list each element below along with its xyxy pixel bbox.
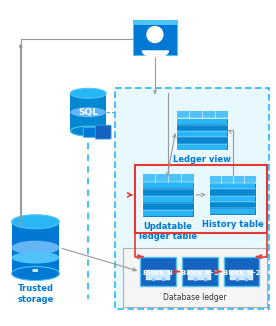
Bar <box>133 20 177 24</box>
Text: SQL: SQL <box>78 108 98 117</box>
Bar <box>182 257 217 287</box>
Bar <box>133 20 177 55</box>
Bar <box>83 127 95 137</box>
Text: Updatable
ledger table: Updatable ledger table <box>139 222 197 241</box>
Bar <box>210 209 255 214</box>
Bar <box>70 93 106 131</box>
Bar <box>209 175 256 215</box>
Bar <box>176 110 227 118</box>
Text: Ledger view: Ledger view <box>173 155 231 164</box>
Bar <box>224 257 259 287</box>
Bar <box>143 182 193 188</box>
Bar <box>210 202 255 208</box>
Ellipse shape <box>70 126 106 136</box>
Bar <box>177 144 227 150</box>
Bar <box>123 248 267 307</box>
Bar <box>210 190 255 195</box>
Bar <box>143 210 193 216</box>
Bar <box>188 270 211 280</box>
Bar <box>177 119 227 124</box>
FancyBboxPatch shape <box>95 125 111 139</box>
Circle shape <box>147 27 163 42</box>
Bar <box>115 88 269 309</box>
Text: Trusted
storage: Trusted storage <box>17 285 54 304</box>
Text: Database ledger: Database ledger <box>163 293 227 303</box>
Bar <box>142 173 194 182</box>
Bar <box>143 203 193 209</box>
Bar <box>142 173 194 217</box>
Bar <box>135 165 267 233</box>
Bar <box>140 257 176 287</box>
Ellipse shape <box>70 88 106 98</box>
Bar <box>177 138 227 143</box>
Bar <box>177 125 227 130</box>
Bar <box>177 131 227 137</box>
Bar <box>230 270 253 280</box>
Ellipse shape <box>12 252 59 263</box>
Bar <box>210 184 255 189</box>
Text: History table: History table <box>202 220 263 229</box>
Text: Block N-1: Block N-1 <box>181 270 218 276</box>
Ellipse shape <box>12 241 59 255</box>
Ellipse shape <box>12 267 59 280</box>
Text: ▪▪: ▪▪ <box>32 267 39 272</box>
Bar <box>209 175 256 183</box>
Bar <box>143 189 193 195</box>
Bar <box>176 110 227 150</box>
Bar <box>143 196 193 202</box>
Text: Block N: Block N <box>143 270 173 276</box>
Ellipse shape <box>12 215 59 229</box>
Text: Block N-2: Block N-2 <box>223 270 260 276</box>
Bar <box>210 196 255 201</box>
Bar <box>12 222 59 274</box>
Bar <box>146 270 169 280</box>
Ellipse shape <box>70 107 106 117</box>
